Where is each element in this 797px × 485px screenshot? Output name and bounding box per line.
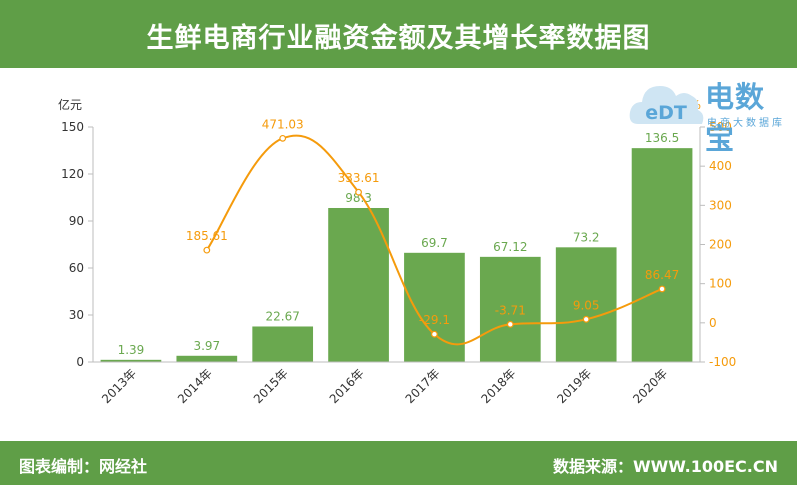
growth-rate-label: 9.05	[573, 298, 600, 312]
growth-rate-point	[582, 315, 590, 323]
growth-rate-point	[506, 320, 514, 328]
bar-2018年	[479, 256, 541, 362]
y-tick-label: 60	[69, 261, 84, 275]
x-tick-label: 2017年	[403, 366, 443, 406]
bar-2013年	[100, 359, 162, 362]
y2-tick-label: -100	[709, 355, 736, 369]
growth-rate-point	[658, 285, 666, 293]
y2-tick-label: 0	[709, 316, 717, 330]
growth-rate-label: 185.61	[186, 229, 228, 243]
bar-label: 3.97	[193, 339, 220, 353]
bar-label: 22.67	[266, 309, 300, 323]
bar-2019年	[555, 247, 617, 362]
x-tick-label: 2020年	[630, 366, 670, 406]
growth-rate-label: -29.1	[419, 313, 450, 327]
logo-brand: 电数宝	[705, 80, 766, 156]
growth-rate-label: 86.47	[645, 268, 679, 282]
logo-badge: eDT	[645, 102, 687, 124]
bar-label: 69.7	[421, 236, 448, 250]
x-tick-label: 2018年	[478, 366, 518, 406]
logo: eDT 电数宝 电商大数据库	[628, 72, 793, 156]
growth-rate-label: 471.03	[262, 117, 304, 131]
bar-label: 136.5	[645, 131, 679, 145]
growth-rate-point	[203, 246, 211, 254]
footer-compiler: 图表编制：网经社	[19, 457, 148, 476]
growth-rate-point	[279, 134, 287, 142]
y2-tick-label: 100	[709, 277, 732, 291]
bar-2016年	[328, 207, 389, 362]
y2-tick-label: 200	[709, 238, 732, 252]
y2-tick-label: 500	[709, 120, 732, 134]
y-tick-label: 30	[69, 308, 84, 322]
page-title: 生鲜电商行业融资金额及其增长率数据图	[146, 23, 651, 54]
x-tick-label: 2019年	[554, 366, 594, 406]
y-tick-label: 120	[61, 167, 84, 181]
bar-2015年	[252, 326, 314, 362]
x-tick-label: 2013年	[99, 366, 139, 406]
x-tick-label: 2014年	[175, 366, 215, 406]
bar-2014年	[176, 355, 238, 362]
y-tick-label: 150	[61, 120, 84, 134]
y-tick-label: 90	[69, 214, 84, 228]
bar-label: 1.39	[118, 343, 145, 357]
cloud-logo-icon: eDT	[629, 86, 704, 124]
bar-2017年	[404, 252, 465, 362]
y-tick-label: 0	[76, 355, 84, 369]
chart: 0306090120150亿元-1000100200300400500%1.39…	[58, 97, 736, 406]
bar-label: 67.12	[493, 240, 527, 254]
bar-2020年	[631, 148, 693, 362]
bar-label: 73.2	[573, 230, 600, 244]
logo-tagline: 电商大数据库	[707, 118, 785, 129]
growth-rate-label: -3.71	[495, 303, 526, 317]
growth-rate-point	[355, 188, 362, 196]
x-tick-label: 2015年	[251, 366, 291, 406]
footer-source: 数据来源：WWW.100EC.CN	[552, 457, 778, 476]
y2-tick-label: 400	[709, 159, 732, 173]
y-axis-title: 亿元	[58, 97, 82, 112]
growth-rate-label: 333.61	[338, 171, 380, 185]
title-bar: 生鲜电商行业融资金额及其增长率数据图	[0, 0, 797, 68]
x-tick-label: 2016年	[327, 366, 367, 406]
footer-bar: 图表编制：网经社 数据来源：WWW.100EC.CN	[0, 441, 797, 485]
growth-rate-point	[431, 330, 438, 338]
y2-tick-label: 300	[709, 198, 732, 212]
